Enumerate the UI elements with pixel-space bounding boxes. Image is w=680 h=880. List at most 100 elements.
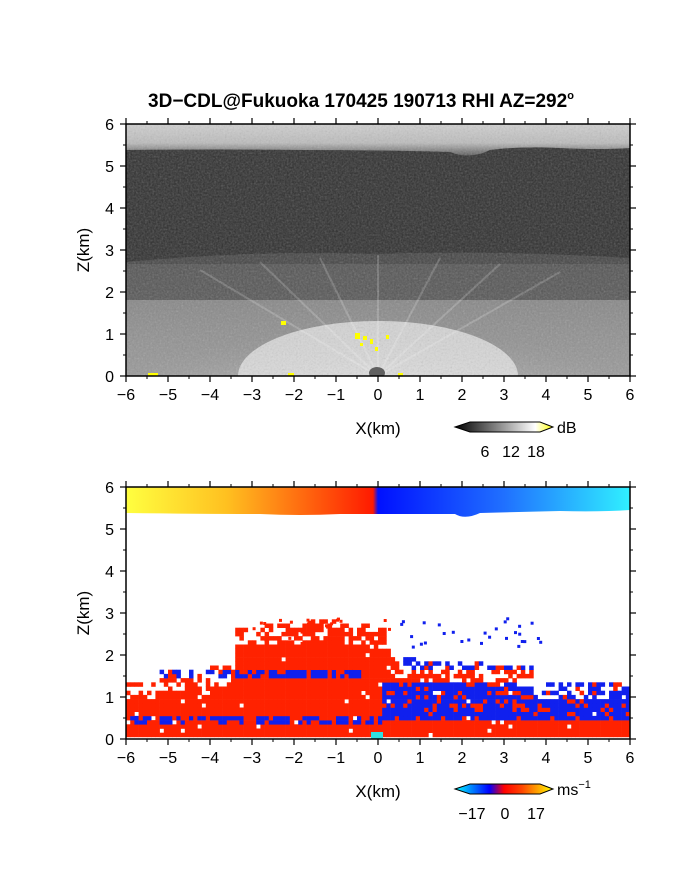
velocity-pixel — [294, 732, 299, 738]
velocity-pixel — [298, 648, 303, 654]
velocity-pixel — [361, 665, 366, 670]
velocity-pixel — [176, 690, 181, 696]
velocity-pixel — [310, 644, 316, 649]
velocity-pixel — [546, 724, 551, 729]
velocity-pixel — [281, 623, 286, 628]
velocity-pixel — [592, 694, 597, 700]
velocity-pixel — [294, 678, 299, 683]
velocity-pixel — [478, 678, 484, 683]
velocity-pixel — [571, 694, 576, 700]
velocity-pixel — [340, 711, 345, 717]
velocity-pixel — [298, 627, 303, 633]
velocity-speck — [514, 631, 517, 635]
velocity-pixel — [411, 720, 417, 725]
velocity-pixel — [260, 648, 265, 654]
velocity-pixel — [609, 728, 614, 733]
velocity-pixel — [491, 669, 496, 675]
velocity-pixel — [621, 728, 627, 733]
velocity-pixel — [491, 699, 496, 704]
velocity-pixel — [336, 661, 341, 666]
velocity-pixel — [491, 686, 496, 691]
velocity-pixel — [483, 728, 488, 733]
velocity-pixel — [218, 724, 223, 729]
x-tick-label: 6 — [626, 387, 635, 404]
velocity-pixel — [247, 720, 253, 725]
velocity-pixel — [344, 623, 349, 628]
velocity-pixel — [319, 715, 324, 721]
velocity-pixel — [256, 732, 261, 738]
velocity-pixel — [394, 699, 400, 704]
velocity-pixel — [529, 707, 534, 712]
velocity-pixel — [205, 732, 211, 738]
velocity-pixel — [483, 707, 488, 712]
velocity-pixel — [138, 694, 144, 700]
velocity-pixel — [520, 703, 526, 708]
velocity-pixel — [285, 711, 291, 717]
velocity-speck — [517, 644, 521, 648]
velocity-pixel — [357, 652, 362, 658]
velocity-pixel — [310, 648, 316, 654]
velocity-pixel — [365, 707, 370, 712]
velocity-pixel — [348, 661, 354, 666]
velocity-pixel — [390, 657, 396, 662]
velocity-pixel — [592, 690, 597, 696]
velocity-pixel — [268, 707, 274, 712]
velocity-pixel — [508, 665, 513, 670]
velocity-pixel — [491, 711, 496, 717]
velocity-pixel — [617, 724, 622, 729]
velocity-pixel — [327, 661, 333, 666]
velocity-pixel — [571, 707, 576, 712]
velocity-pixel — [378, 703, 383, 708]
velocity-pixel — [138, 728, 144, 733]
velocity-pixel — [310, 636, 316, 641]
velocity-pixel — [340, 686, 345, 691]
velocity-pixel — [352, 703, 358, 708]
velocity-pixel — [386, 648, 391, 654]
velocity-pixel — [235, 699, 240, 704]
velocity-pixel — [231, 720, 236, 725]
velocity-pixel — [504, 724, 509, 729]
x-tick-label: 1 — [416, 750, 425, 767]
velocity-pixel — [369, 728, 375, 733]
velocity-pixel — [336, 703, 341, 708]
velocity-pixel — [218, 690, 223, 696]
velocity-pixel — [260, 652, 265, 658]
velocity-pixel — [499, 707, 505, 712]
velocity-pixel — [264, 699, 270, 704]
velocity-pixel — [399, 728, 404, 733]
velocity-pixel — [189, 694, 194, 700]
velocity-pixel — [294, 627, 299, 633]
velocity-pixel — [541, 699, 547, 704]
velocity-pixel — [151, 703, 156, 708]
velocity-pixel — [562, 720, 568, 725]
velocity-pixel — [428, 665, 433, 670]
velocity-pixel — [306, 678, 312, 683]
x-tick-label: −1 — [327, 750, 345, 767]
velocity-pixel — [592, 715, 597, 721]
fan-rays — [199, 255, 561, 376]
velocity-pixel — [176, 724, 181, 729]
velocity-pixel — [499, 715, 505, 721]
velocity-pixel — [235, 631, 240, 637]
velocity-pixel — [432, 720, 438, 725]
velocity-pixel — [306, 652, 312, 658]
velocity-pixel — [340, 707, 345, 712]
velocity-pixel — [260, 724, 265, 729]
velocity-pixel — [407, 715, 412, 721]
velocity-pixel — [520, 715, 526, 721]
velocity-pixel — [126, 724, 131, 729]
velocity-pixel — [583, 715, 589, 721]
velocity-pixel — [184, 694, 190, 700]
velocity-pixel — [331, 707, 337, 712]
y-tick-label: 3 — [105, 606, 114, 623]
velocity-pixel — [256, 678, 261, 683]
velocity-pixel — [424, 707, 429, 712]
velocity-pixel — [294, 652, 299, 658]
velocity-pixel — [210, 715, 215, 721]
velocity-pixel — [327, 652, 333, 658]
velocity-pixel — [184, 690, 190, 696]
velocity-pixel — [306, 686, 312, 691]
velocity-pixel — [323, 728, 328, 733]
velocity-pixel — [588, 707, 593, 712]
velocity-pixel — [285, 673, 291, 679]
